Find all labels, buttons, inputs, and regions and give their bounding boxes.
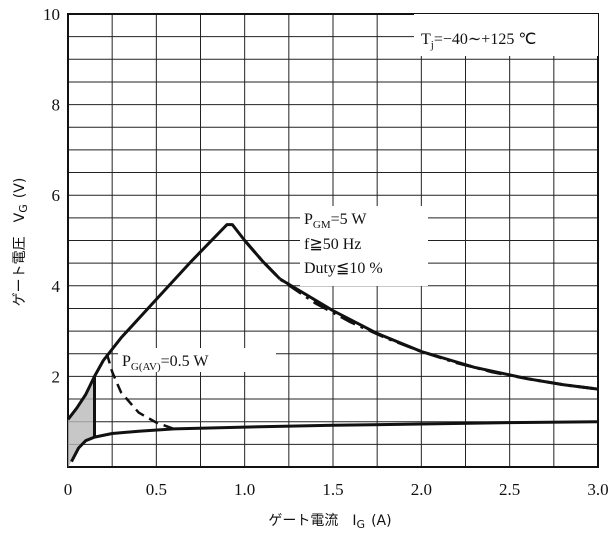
y-axis-label: ゲート電圧 VG (V) xyxy=(12,178,30,307)
y-axis-label-unit: (V) xyxy=(12,178,28,199)
pgm-base: P xyxy=(304,211,313,228)
x-tick-label: 2.0 xyxy=(411,480,432,499)
x-tick-label: 1.5 xyxy=(322,480,343,499)
y-axis-label-sub: G xyxy=(17,204,30,213)
series-6-dashed-line xyxy=(105,353,175,431)
pgav-sub: G(AV) xyxy=(131,361,161,373)
pgm-annotation: PGM=5 W xyxy=(304,211,367,231)
x-tick-label: 3.0 xyxy=(587,480,608,499)
series-1-solid-line xyxy=(70,420,599,463)
pgav-rest: =0.5 W xyxy=(161,353,210,370)
x-axis-label-sub: G xyxy=(357,518,366,531)
pgm-annotation-box xyxy=(300,206,428,286)
tj-annotation: Tj=−40∼+125 ℃ xyxy=(421,31,536,51)
y-axis-label-main: ゲート電圧 V xyxy=(12,212,28,306)
y-tick-label: 6 xyxy=(52,186,61,205)
series-2-solid-line xyxy=(66,223,282,421)
pgm-sub: GM xyxy=(313,219,331,231)
x-tick-label: 2.5 xyxy=(499,480,520,499)
duty-annotation: Duty≦10 % xyxy=(304,260,383,277)
freq-annotation: f≧50 Hz xyxy=(304,236,361,253)
x-tick-label: 0 xyxy=(64,480,73,499)
tj-rest: =−40∼+125 ℃ xyxy=(434,31,536,48)
y-tick-labels: 2 4 6 8 10 xyxy=(43,5,61,386)
tj-base: T xyxy=(421,31,431,48)
x-axis-label-main: ゲート電流 I xyxy=(268,513,356,529)
y-tick-label: 2 xyxy=(52,367,61,386)
x-axis-label-unit: (A) xyxy=(371,513,392,529)
curves xyxy=(66,223,599,463)
y-tick-label: 8 xyxy=(52,96,61,115)
x-tick-label: 1.0 xyxy=(234,480,255,499)
plot-frame xyxy=(67,13,599,468)
pgav-annotation-box xyxy=(118,348,276,372)
y-tick-label: 10 xyxy=(43,5,60,24)
tj-annotation-box xyxy=(414,14,598,56)
y-tick-label: 4 xyxy=(52,277,61,296)
x-tick-label: 0.5 xyxy=(146,480,167,499)
shaded-allowable-region xyxy=(68,376,95,467)
pgm-rest: =5 W xyxy=(331,211,368,228)
x-tick-labels: 0 0.5 1.0 1.5 2.0 2.5 3.0 xyxy=(64,480,609,499)
pgav-annotation: PG(AV)=0.5 W xyxy=(122,353,209,373)
pgav-base: P xyxy=(122,353,131,370)
tj-sub: j xyxy=(430,39,434,51)
series-5-solid-line xyxy=(332,309,599,391)
x-axis-label: ゲート電流 IG (A) xyxy=(268,513,391,531)
